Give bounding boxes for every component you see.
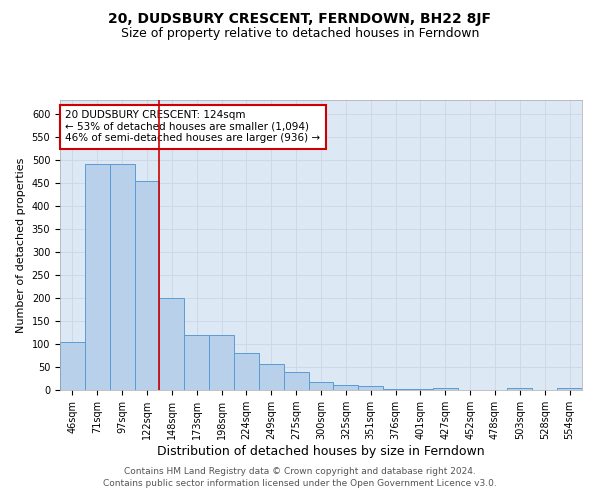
Bar <box>259 364 284 390</box>
Bar <box>433 388 458 390</box>
Bar <box>334 386 358 390</box>
Bar <box>408 389 433 390</box>
Bar <box>184 335 209 390</box>
Text: Size of property relative to detached houses in Ferndown: Size of property relative to detached ho… <box>121 28 479 40</box>
Bar <box>110 164 134 390</box>
Bar <box>358 386 383 390</box>
Text: 20, DUDSBURY CRESCENT, FERNDOWN, BH22 8JF: 20, DUDSBURY CRESCENT, FERNDOWN, BH22 8J… <box>109 12 491 26</box>
Text: 20 DUDSBURY CRESCENT: 124sqm
← 53% of detached houses are smaller (1,094)
46% of: 20 DUDSBURY CRESCENT: 124sqm ← 53% of de… <box>65 110 320 144</box>
Bar <box>308 382 334 390</box>
Bar <box>557 388 582 390</box>
Bar <box>209 335 234 390</box>
Bar <box>234 353 259 390</box>
Bar <box>85 164 110 390</box>
Bar <box>508 388 532 390</box>
Text: Contains HM Land Registry data © Crown copyright and database right 2024.
Contai: Contains HM Land Registry data © Crown c… <box>103 466 497 487</box>
X-axis label: Distribution of detached houses by size in Ferndown: Distribution of detached houses by size … <box>157 445 485 458</box>
Bar <box>160 298 184 390</box>
Bar <box>134 180 160 390</box>
Bar <box>284 372 308 390</box>
Bar <box>60 342 85 390</box>
Bar <box>383 389 408 390</box>
Y-axis label: Number of detached properties: Number of detached properties <box>16 158 26 332</box>
